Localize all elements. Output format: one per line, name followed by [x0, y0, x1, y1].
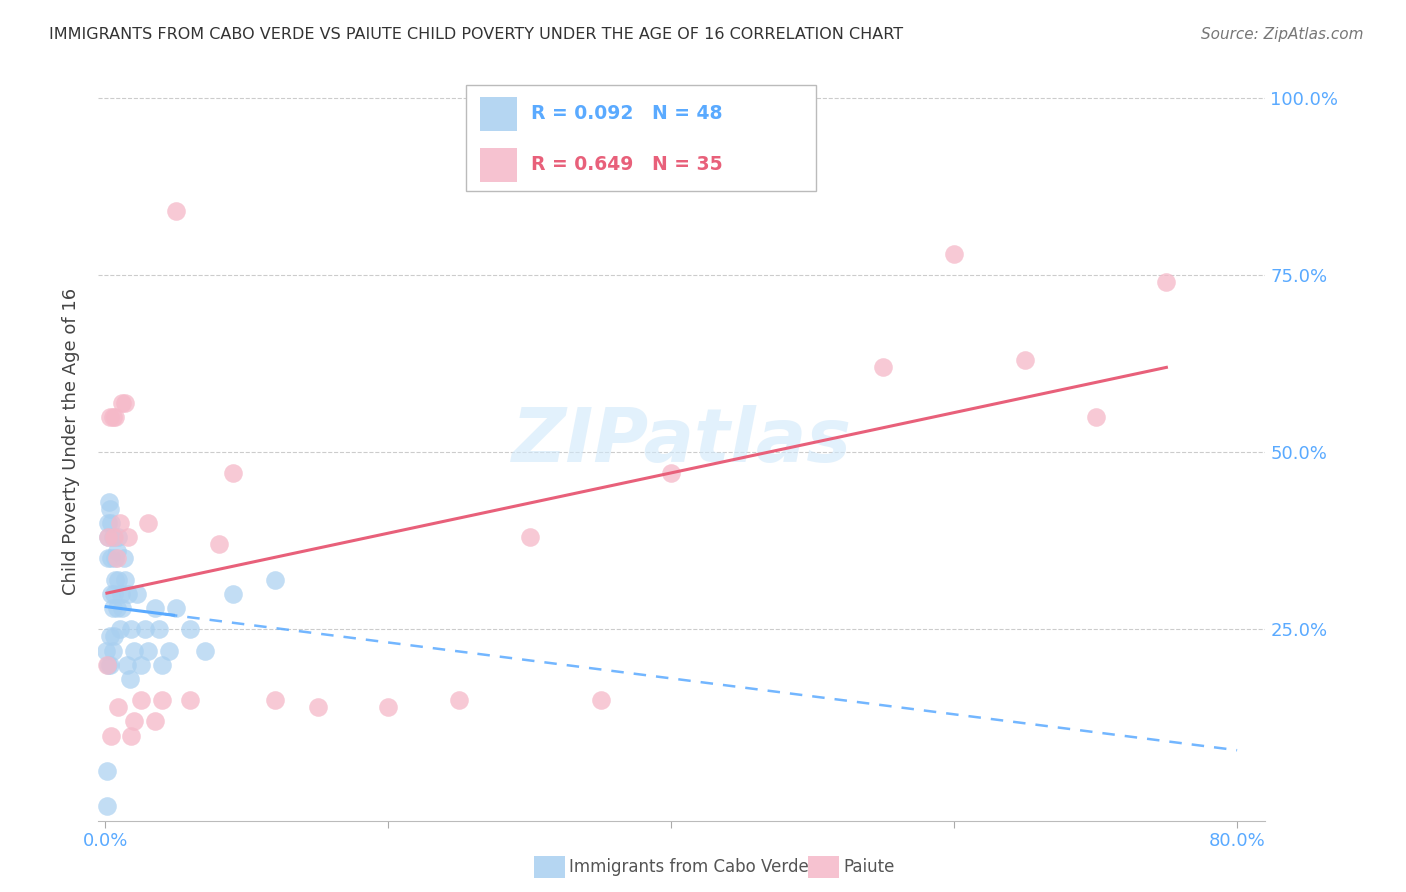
- Text: R = 0.649: R = 0.649: [531, 155, 634, 174]
- Text: R = 0.092: R = 0.092: [531, 104, 634, 123]
- Point: [97, 551, 120, 566]
- Point: [122, 714, 145, 729]
- Point: [117, 587, 139, 601]
- Point: [101, 643, 124, 657]
- Point: [136, 643, 159, 657]
- Point: [120, 729, 142, 743]
- Point: [589, 693, 612, 707]
- Point: [96, 643, 118, 657]
- Point: [143, 714, 166, 729]
- Point: [519, 530, 541, 544]
- Point: [101, 601, 124, 615]
- Point: [208, 537, 231, 551]
- Point: [114, 573, 136, 587]
- Point: [122, 643, 145, 657]
- Point: [125, 587, 148, 601]
- Bar: [479, 148, 517, 182]
- Point: [107, 700, 129, 714]
- Point: [104, 409, 127, 424]
- Point: [101, 530, 124, 544]
- Point: [98, 409, 121, 424]
- Point: [108, 623, 131, 637]
- Point: [98, 495, 121, 509]
- Point: [100, 551, 122, 566]
- Point: [872, 360, 894, 375]
- Point: [111, 395, 134, 409]
- Point: [103, 587, 125, 601]
- Point: [165, 204, 187, 219]
- Text: Immigrants from Cabo Verde: Immigrants from Cabo Verde: [569, 858, 810, 876]
- Text: Paiute: Paiute: [844, 858, 896, 876]
- Point: [115, 657, 138, 672]
- Point: [179, 693, 201, 707]
- Point: [104, 573, 127, 587]
- Point: [100, 516, 122, 530]
- Point: [105, 544, 128, 558]
- Point: [108, 516, 131, 530]
- Point: [97, 516, 120, 530]
- Point: [100, 729, 122, 743]
- Text: N = 48: N = 48: [651, 104, 723, 123]
- Point: [943, 246, 966, 260]
- Point: [117, 530, 139, 544]
- Point: [98, 629, 121, 643]
- Point: [101, 409, 124, 424]
- Point: [97, 530, 120, 544]
- Point: [150, 693, 173, 707]
- Point: [103, 530, 125, 544]
- Point: [129, 693, 152, 707]
- Point: [129, 657, 152, 672]
- Point: [118, 672, 141, 686]
- Point: [222, 587, 245, 601]
- Point: [157, 643, 180, 657]
- Text: ZIPatlas: ZIPatlas: [512, 405, 852, 478]
- Point: [110, 587, 132, 601]
- Point: [1014, 353, 1036, 368]
- Point: [143, 601, 166, 615]
- Point: [179, 623, 201, 637]
- Point: [377, 700, 399, 714]
- Point: [105, 551, 128, 566]
- Point: [449, 693, 471, 707]
- Point: [165, 601, 187, 615]
- Bar: [479, 97, 517, 131]
- Point: [120, 623, 142, 637]
- Point: [98, 657, 121, 672]
- Point: [107, 530, 129, 544]
- Point: [98, 501, 121, 516]
- Point: [150, 657, 173, 672]
- Point: [1156, 275, 1178, 289]
- Point: [96, 764, 118, 778]
- Point: [100, 587, 122, 601]
- Point: [112, 551, 135, 566]
- Point: [134, 623, 156, 637]
- Text: N = 35: N = 35: [651, 155, 723, 174]
- Text: IMMIGRANTS FROM CABO VERDE VS PAIUTE CHILD POVERTY UNDER THE AGE OF 16 CORRELATI: IMMIGRANTS FROM CABO VERDE VS PAIUTE CHI…: [49, 27, 903, 42]
- Point: [136, 516, 159, 530]
- Point: [97, 657, 120, 672]
- Point: [264, 573, 287, 587]
- Point: [103, 629, 125, 643]
- Point: [96, 799, 118, 814]
- Point: [148, 623, 170, 637]
- Point: [1084, 409, 1107, 424]
- Point: [104, 551, 127, 566]
- Point: [107, 573, 129, 587]
- Point: [307, 700, 329, 714]
- Point: [222, 467, 245, 481]
- Text: Source: ZipAtlas.com: Source: ZipAtlas.com: [1201, 27, 1364, 42]
- Point: [105, 601, 128, 615]
- Y-axis label: Child Poverty Under the Age of 16: Child Poverty Under the Age of 16: [62, 288, 80, 595]
- Point: [114, 395, 136, 409]
- Point: [111, 601, 134, 615]
- Point: [264, 693, 287, 707]
- Point: [96, 657, 118, 672]
- FancyBboxPatch shape: [465, 85, 815, 191]
- Point: [193, 643, 215, 657]
- Point: [97, 530, 120, 544]
- Point: [659, 467, 682, 481]
